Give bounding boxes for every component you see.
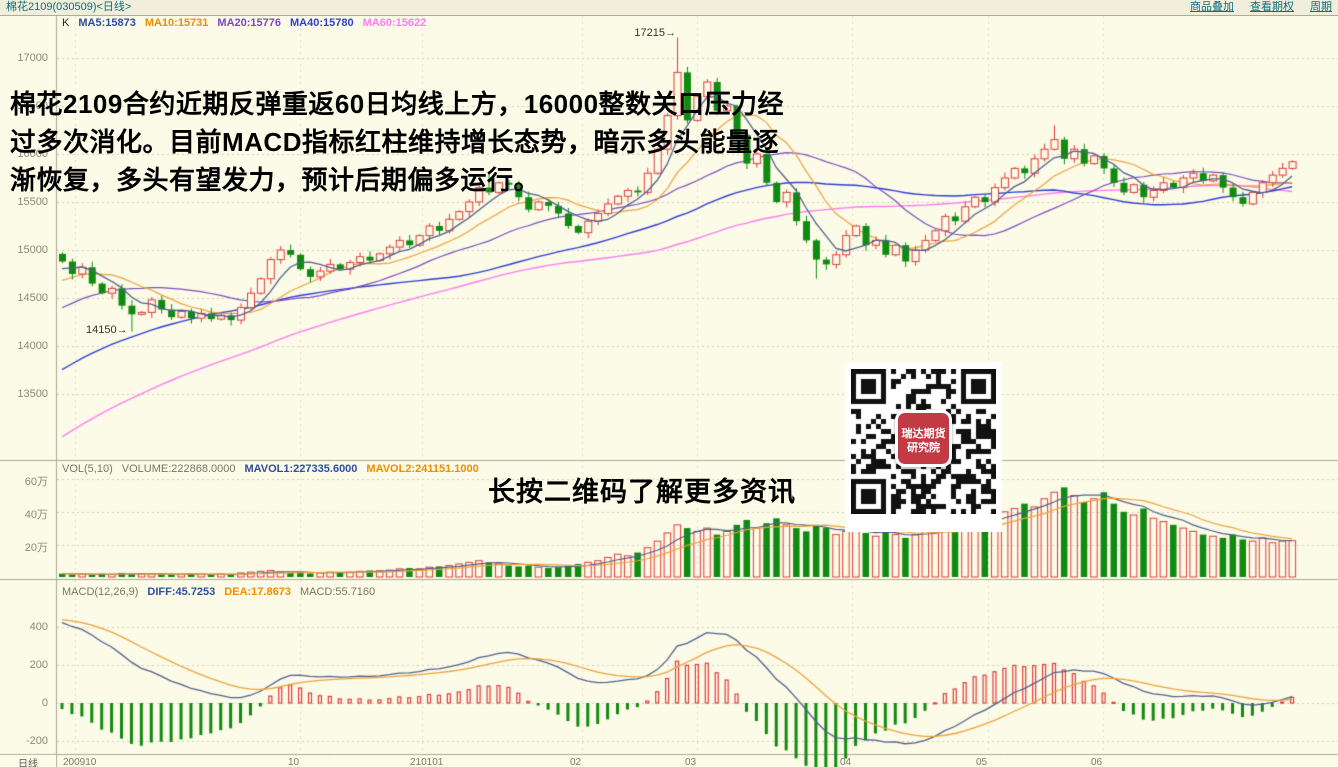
macd-indicator-readout: MACD(12,26,9) DIFF:45.7253 DEA:17.8673 MACD… <box>62 586 384 598</box>
annotation-line-1: 棉花2109合约近期反弹重返60日均线上方，16000整数关口压力经 <box>10 89 785 119</box>
volume-indicator-item-2: MAVOL1:227335.6000 <box>244 463 358 475</box>
main-indicator-item-1: MA5:15873 <box>78 17 136 29</box>
top-menu: 商品叠加 查看期权 周期 <box>1190 0 1332 15</box>
macd-indicator-item-0: MACD(12,26,9) <box>62 586 139 598</box>
date-axis-label: 05 <box>976 757 988 767</box>
top-bar: 棉花2109(030509)<日线> 商品叠加 查看期权 周期 <box>0 0 1338 16</box>
price-axis-label: 15000 <box>17 244 48 256</box>
price-axis-label: 14000 <box>17 340 48 352</box>
price-axis-label: 16000 <box>17 148 48 160</box>
qr-logo-line-1: 瑞达期货 <box>901 428 946 440</box>
date-axis-label: 10 <box>288 757 300 767</box>
macd-indicator-item-2: DEA:17.8673 <box>224 586 291 598</box>
analysis-annotation: 棉花2109合约近期反弹重返60日均线上方，16000整数关口压力经 过多次消化… <box>10 85 784 199</box>
high-price-marker: 17215→ <box>634 27 676 39</box>
qr-code: 瑞达期货 研究院 <box>845 362 1002 532</box>
main-indicator-item-3: MA20:15776 <box>217 17 282 29</box>
volume-axis-label: 40万 <box>24 509 48 521</box>
main-indicator-item-0: K <box>62 17 70 29</box>
macd-axis-label: -200 <box>25 735 48 747</box>
volume-indicator-item-3: MAVOL2:241151.1000 <box>366 463 479 475</box>
price-axis-label: 15500 <box>17 196 48 208</box>
price-axis-label: 13500 <box>17 388 48 400</box>
volume-indicator-item-1: VOLUME:222868.0000 <box>121 463 236 475</box>
qr-caption: 长按二维码了解更多资讯 <box>488 477 796 507</box>
price-axis-label: 17000 <box>17 52 48 64</box>
qr-logo-line-2: 研究院 <box>907 442 940 454</box>
price-axis-label: 14500 <box>17 292 48 304</box>
price-axis-label: 16500 <box>17 100 48 112</box>
volume-indicator-readout: VOL(5,10) VOLUME:222868.0000 MAVOL1:227335… <box>62 463 488 475</box>
date-axis-label: 04 <box>840 757 852 767</box>
annotation-line-3: 渐恢复，多头有望发力，预计后期偏多运行。 <box>10 165 541 195</box>
date-axis-label: 200910 <box>63 757 97 767</box>
qr-logo: 瑞达期货 研究院 <box>895 410 952 467</box>
date-axis-label: 02 <box>570 757 582 767</box>
low-price-marker: 14150→ <box>86 324 128 336</box>
main-indicator-item-5: MA60:15622 <box>362 17 427 29</box>
macd-indicator-item-1: DIFF:45.7253 <box>147 586 216 598</box>
macd-axis-label: 200 <box>29 659 48 671</box>
menu-link-period[interactable]: 周期 <box>1310 1 1332 13</box>
period-label: 日线 <box>0 755 56 767</box>
annotation-line-2: 过多次消化。目前MACD指标红柱维持增长态势，暗示多头能量逐 <box>10 127 779 157</box>
volume-axis-label: 60万 <box>24 476 48 488</box>
menu-link-overlay-commodity[interactable]: 商品叠加 <box>1190 1 1234 13</box>
main-indicator-readout: K MA5:15873 MA10:15731 MA20:15776 MA40:15780… <box>62 17 435 29</box>
main-indicator-item-2: MA10:15731 <box>144 17 209 29</box>
contract-title: 棉花2109(030509)<日线> <box>6 1 132 13</box>
macd-axis-label: 0 <box>41 697 48 709</box>
volume-axis-label: 20万 <box>24 542 48 554</box>
date-axis-label: 03 <box>685 757 697 767</box>
menu-link-view-options[interactable]: 查看期权 <box>1250 1 1294 13</box>
main-indicator-item-4: MA40:15780 <box>290 17 354 29</box>
date-axis-label: 06 <box>1091 757 1103 767</box>
volume-indicator-item-0: VOL(5,10) <box>62 463 113 475</box>
date-axis-label: 210101 <box>410 757 444 767</box>
macd-indicator-item-3: MACD:55.7160 <box>299 586 376 598</box>
macd-axis-label: 400 <box>29 621 48 633</box>
